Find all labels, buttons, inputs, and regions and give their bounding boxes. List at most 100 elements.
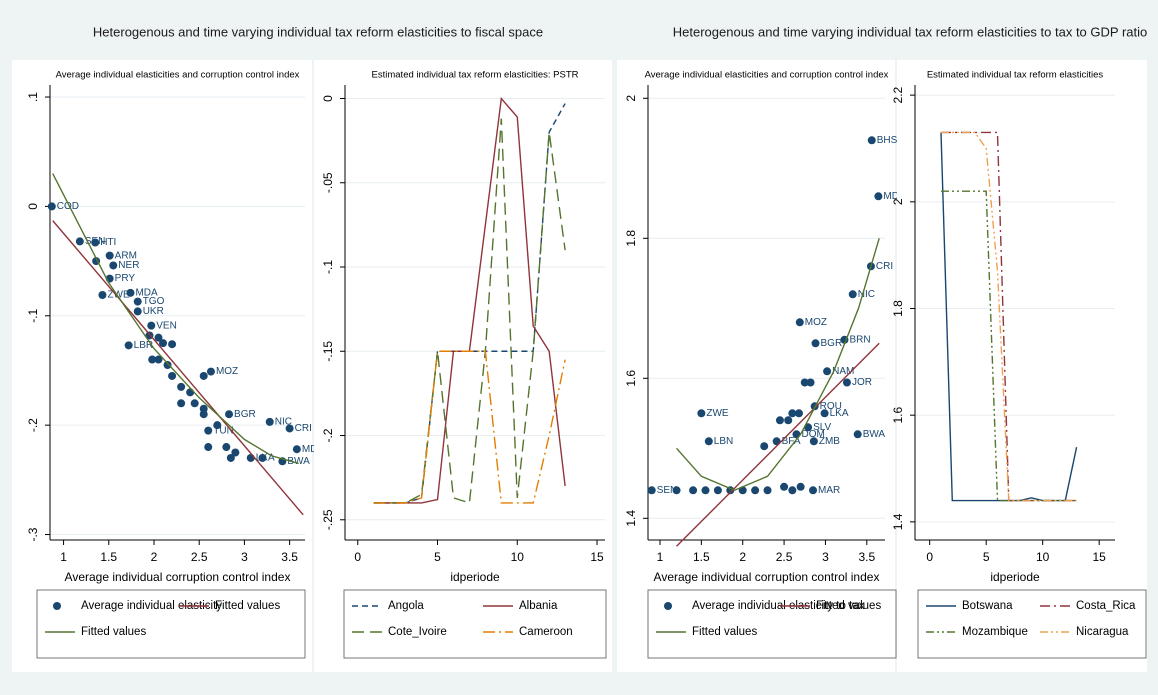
point (867, 136, 876, 145)
point (800, 378, 809, 387)
point (784, 416, 793, 425)
legend-label: Mozambique (962, 626, 1028, 638)
y-tick-label: -.15 (321, 341, 335, 362)
x-axis-label: Average individual corruption control in… (65, 570, 291, 584)
point-label: CRI (876, 261, 893, 272)
point (124, 341, 133, 350)
point-label: NIC (858, 289, 875, 300)
point (795, 318, 804, 327)
figure-title: Heterogenous and time varying individual… (93, 24, 543, 39)
legend-label: Cote_Ivoire (388, 626, 447, 638)
point (285, 424, 294, 433)
y-tick-label: -.1 (26, 308, 40, 322)
point-label: TGO (143, 296, 165, 307)
point (823, 367, 832, 376)
point (853, 430, 862, 439)
y-tick-label: -.2 (321, 428, 335, 442)
point (177, 382, 186, 391)
panel (12, 60, 312, 672)
point (775, 416, 784, 425)
point-label: MOZ (805, 317, 827, 328)
point (689, 486, 698, 495)
point (780, 482, 789, 491)
point (177, 399, 186, 408)
point (109, 261, 118, 270)
point (163, 361, 172, 369)
x-tick-label: 3.5 (281, 550, 298, 564)
legend-label: Fitted values (816, 600, 881, 612)
point (788, 486, 797, 495)
point (168, 340, 177, 349)
point (701, 486, 710, 495)
point-label: BGR (234, 409, 256, 420)
x-tick-label: 1.5 (693, 550, 710, 564)
y-tick-label: -.3 (26, 527, 40, 541)
legend-label: Nicaragua (1076, 626, 1129, 638)
point-label: UKR (143, 306, 164, 317)
x-tick-label: 1 (60, 550, 67, 564)
point-label: NAM (832, 366, 854, 377)
point (713, 486, 722, 495)
point-label: SLV (813, 422, 831, 433)
point (788, 409, 797, 418)
point-label: BFA (782, 436, 801, 447)
legend-label: Angola (388, 600, 424, 612)
point (258, 453, 267, 462)
y-tick-label: 1.4 (624, 510, 638, 527)
point (760, 442, 769, 451)
point (246, 453, 255, 462)
line (940, 190, 1077, 502)
y-tick-label: -.05 (321, 172, 335, 193)
y-tick-label: 2.2 (891, 86, 905, 103)
point (811, 339, 820, 348)
point (809, 437, 818, 446)
x-tick-label: 2 (739, 550, 746, 564)
point-label: JOR (852, 377, 872, 388)
x-tick-label: 10 (511, 550, 525, 564)
legend-label: Botswana (962, 600, 1013, 612)
chart-title: Average individual elasticities and corr… (56, 70, 300, 81)
x-tick-label: 2.5 (191, 550, 208, 564)
point (168, 371, 177, 380)
x-tick-label: 1.5 (100, 550, 117, 564)
point-label: ARM (115, 250, 137, 261)
line (940, 131, 1077, 502)
x-axis-label: idperiode (450, 570, 500, 584)
point-label: ZWE (706, 408, 729, 419)
figure-title: Heterogenous and time varying individual… (673, 24, 1148, 39)
point-label: TUN (213, 425, 234, 436)
panel (314, 60, 612, 672)
y-tick-label: 1.4 (891, 513, 905, 530)
point (159, 339, 168, 348)
point (806, 378, 815, 387)
point (199, 371, 208, 380)
legend (36, 589, 306, 659)
point-label: LBN (714, 436, 733, 447)
point-label: COD (57, 201, 79, 212)
point-label: VEN (156, 320, 177, 331)
point (147, 321, 156, 330)
point-label: NIC (275, 417, 292, 428)
point (848, 290, 857, 299)
point-label: LKA (830, 408, 849, 419)
x-tick-label: 10 (1036, 550, 1050, 564)
point (809, 486, 818, 495)
point (820, 409, 829, 418)
chart-title: Estimated individual tax reform elastici… (927, 70, 1104, 81)
point (226, 453, 235, 462)
point (751, 486, 760, 495)
point-label: MOZ (216, 366, 238, 377)
point (647, 486, 656, 495)
point (213, 421, 222, 430)
x-tick-label: 0 (926, 550, 933, 564)
point (105, 251, 114, 260)
point (133, 307, 142, 316)
point-label: BWA (287, 456, 310, 467)
point (842, 378, 851, 387)
y-tick-label: 2 (624, 95, 638, 102)
point (199, 404, 208, 413)
point (75, 237, 84, 246)
point-label: BRN (849, 334, 870, 345)
point-label: HTI (100, 237, 116, 248)
